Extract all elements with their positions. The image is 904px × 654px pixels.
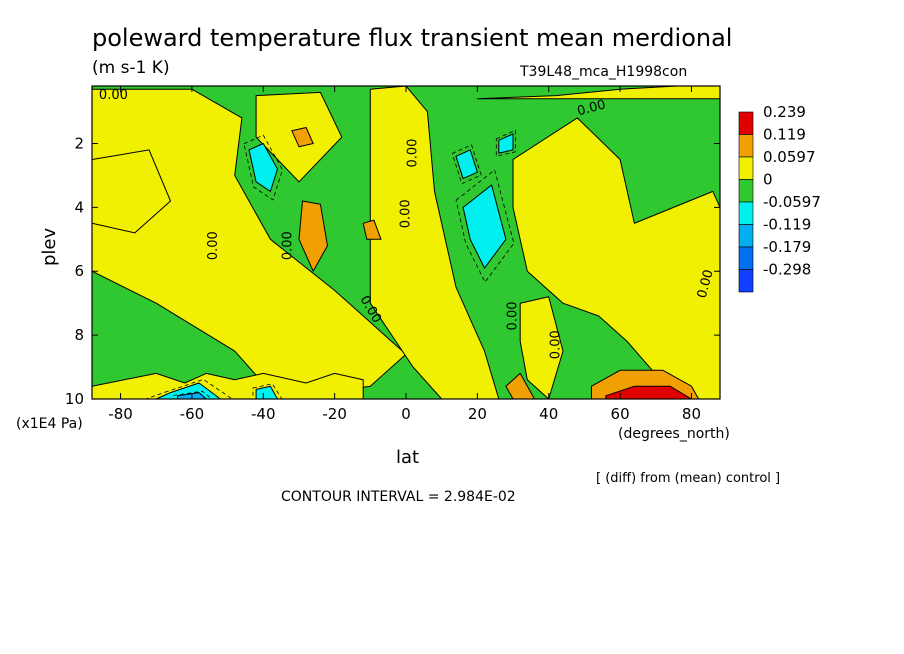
legend-label: -0.119 xyxy=(763,216,811,234)
y-tick-label: 4 xyxy=(74,198,84,216)
legend-label: -0.298 xyxy=(763,261,811,279)
x-tick-label: -80 xyxy=(108,405,133,423)
negative-contour-line xyxy=(243,134,283,201)
negative-contour-line xyxy=(495,129,516,157)
legend-swatch xyxy=(738,134,754,158)
legend-swatch xyxy=(738,201,754,225)
contour-fill-layer xyxy=(91,85,721,400)
y-tick-label: 6 xyxy=(74,262,84,280)
diff-note: [ (diff) from (mean) control ] xyxy=(596,471,780,486)
contour-label: 0.00 xyxy=(206,231,221,260)
x-tick-label: 20 xyxy=(468,405,487,423)
contour-label: 0.00 xyxy=(281,231,296,260)
legend-label: 0.0597 xyxy=(763,148,816,166)
contour-label: 0.00 xyxy=(695,268,717,300)
y-axis-ticks: 2 4 6 8 10 xyxy=(65,134,720,408)
run-label: T39L48_mca_H1998con xyxy=(519,64,687,80)
y-tick-label: 2 xyxy=(74,134,84,152)
legend-label: 0 xyxy=(763,171,773,189)
color-legend: 0.239 0.119 0.0597 0 -0.0597 -0.119 -0.179 -0.2… xyxy=(738,103,821,293)
x-tick-label: 60 xyxy=(611,405,630,423)
contour-label: 0.00 xyxy=(576,97,608,119)
x-axis-units: (degrees_north) xyxy=(618,426,730,442)
negative-contour-line xyxy=(451,144,482,185)
legend-label: 0.239 xyxy=(763,103,806,121)
contour-label: 0.00 xyxy=(506,301,521,330)
x-tick-label: -60 xyxy=(180,405,205,423)
contour-region-pos1 xyxy=(91,88,407,400)
y-axis-label: plev xyxy=(39,227,60,266)
x-tick-label: 0 xyxy=(401,405,411,423)
contour-region-pos1 xyxy=(369,85,500,400)
x-tick-label: -20 xyxy=(322,405,347,423)
x-axis-ticks: -80 -60 -40 -20 0 20 40 60 80 xyxy=(108,86,701,423)
legend-swatch xyxy=(738,246,754,270)
y-axis-units: (x1E4 Pa) xyxy=(16,416,83,432)
contour-region-neg2 xyxy=(462,184,507,269)
legend-swatch xyxy=(738,179,754,203)
y-tick-label: 8 xyxy=(74,326,84,344)
negative-contour-line xyxy=(145,378,234,400)
legend-label: -0.0597 xyxy=(763,193,821,211)
x-axis-label: lat xyxy=(396,447,419,468)
contour-region-neg2 xyxy=(455,149,478,180)
contour-label-layer: 0.000.000.000.000.00 0.000.00 0.000.000.00 xyxy=(99,88,717,359)
chart-title: poleward temperature flux transient mean… xyxy=(92,24,732,52)
x-tick-label: 80 xyxy=(682,405,701,423)
legend-swatch xyxy=(738,269,754,293)
contour-label: 0.00 xyxy=(548,330,563,359)
chart-units: (m s-1 K) xyxy=(92,58,170,78)
contour-region-pos2 xyxy=(298,200,328,272)
contour-region-pos2 xyxy=(362,219,382,240)
contour-label: 0.00 xyxy=(99,88,128,103)
legend-swatch xyxy=(738,224,754,248)
contour-label: 0.00 xyxy=(399,199,414,228)
legend-swatch xyxy=(738,156,754,180)
plot-area: 0.000.000.000.000.00 0.000.00 0.000.000.00 xyxy=(91,85,721,400)
contour-region-neg2 xyxy=(498,133,514,154)
contour-region-pos2 xyxy=(291,127,314,148)
x-tick-label: 40 xyxy=(539,405,558,423)
legend-label: -0.179 xyxy=(763,238,811,256)
contour-label: 0.00 xyxy=(406,139,421,168)
legend-label: 0.119 xyxy=(763,126,806,144)
y-tick-label: 10 xyxy=(65,390,84,408)
legend-swatch xyxy=(738,111,754,135)
contour-interval: CONTOUR INTERVAL = 2.984E-02 xyxy=(281,489,516,505)
x-tick-label: -40 xyxy=(251,405,276,423)
negative-contour-line xyxy=(455,169,515,283)
contour-region-neg2 xyxy=(248,143,278,192)
